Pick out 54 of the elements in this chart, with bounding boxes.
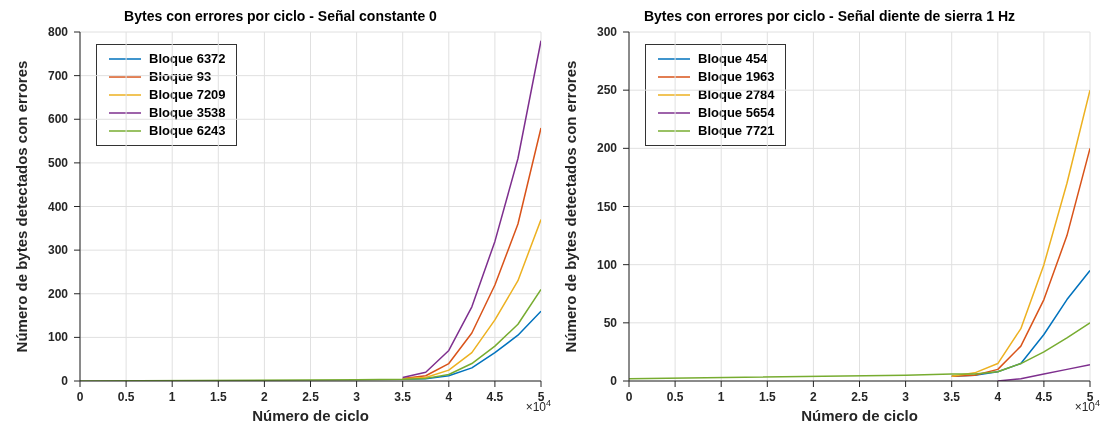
y-tick-label: 150 xyxy=(596,199,618,214)
legend-label: Bloque 1963 xyxy=(698,68,775,86)
x-tick-label: 1 xyxy=(168,390,176,404)
x-tick-label: 0 xyxy=(76,390,84,404)
x-tick-label: 4 xyxy=(445,390,453,404)
x-tick-label: 0 xyxy=(625,390,633,404)
y-tick-label: 700 xyxy=(47,68,69,83)
x-tick-label: 2 xyxy=(261,390,269,404)
x-axis-title: Número de ciclo xyxy=(252,407,369,424)
x-tick-label: 3 xyxy=(902,390,910,404)
y-tick-label: 0 xyxy=(61,374,69,388)
y-tick-label: 600 xyxy=(47,112,69,127)
x-tick-label: 1 xyxy=(717,390,725,404)
line-series xyxy=(401,39,541,379)
y-tick-label: 500 xyxy=(47,155,69,170)
y-axis-title: Número de bytes detectados con errores xyxy=(562,60,580,353)
y-tick-label: 200 xyxy=(596,141,618,156)
x-tick-label: 4.5 xyxy=(1035,390,1053,404)
x-axis-title: Número de ciclo xyxy=(801,407,918,424)
y-tick-label: 100 xyxy=(596,257,618,272)
x-tick-label: 2.5 xyxy=(851,390,869,404)
x-tick-label: 2 xyxy=(810,390,818,404)
legend-label: Bloque 7209 xyxy=(149,86,226,104)
x-tick-label: 0.5 xyxy=(117,390,135,404)
line-series xyxy=(950,89,1090,378)
x-tick-label: 4 xyxy=(994,390,1002,404)
y-tick-label: 250 xyxy=(596,83,618,98)
legend-label: Bloque 5654 xyxy=(698,104,775,122)
y-axis-title: Número de bytes detectados con errores xyxy=(13,60,31,353)
x-tick-label: 3.5 xyxy=(394,390,412,404)
legend-label: Bloque 6243 xyxy=(149,122,226,140)
legend-label: Bloque 7721 xyxy=(698,122,775,140)
x-tick-label: 3.5 xyxy=(943,390,961,404)
x-tick-label: 0.5 xyxy=(666,390,684,404)
x-tick-label: 4.5 xyxy=(486,390,504,404)
y-tick-label: 200 xyxy=(47,286,69,301)
y-tick-label: 0 xyxy=(610,374,618,388)
legend-label: Bloque 93 xyxy=(149,68,212,86)
legend-label: Bloque 3538 xyxy=(149,104,226,122)
y-tick-label: 100 xyxy=(47,330,69,345)
y-tick-label: 400 xyxy=(47,199,69,214)
legend-label: Bloque 2784 xyxy=(698,86,775,104)
chart-title: Bytes con errores por ciclo - Señal diente de sierra 1 Hz xyxy=(642,8,1017,26)
y-tick-label: 800 xyxy=(47,25,69,39)
x-tick-label: 1.5 xyxy=(209,390,227,404)
x-tick-label: 3 xyxy=(353,390,361,404)
x-tick-label: 2.5 xyxy=(302,390,320,404)
x-tick-label: 1.5 xyxy=(758,390,776,404)
legend-label: Bloque 454 xyxy=(698,50,768,68)
y-tick-label: 300 xyxy=(596,25,618,39)
y-tick-label: 300 xyxy=(47,243,69,258)
chart-title: Bytes con errores por ciclo - Señal constante 0 xyxy=(123,8,438,26)
legend-label: Bloque 6372 xyxy=(149,50,226,68)
y-tick-label: 50 xyxy=(603,315,618,330)
